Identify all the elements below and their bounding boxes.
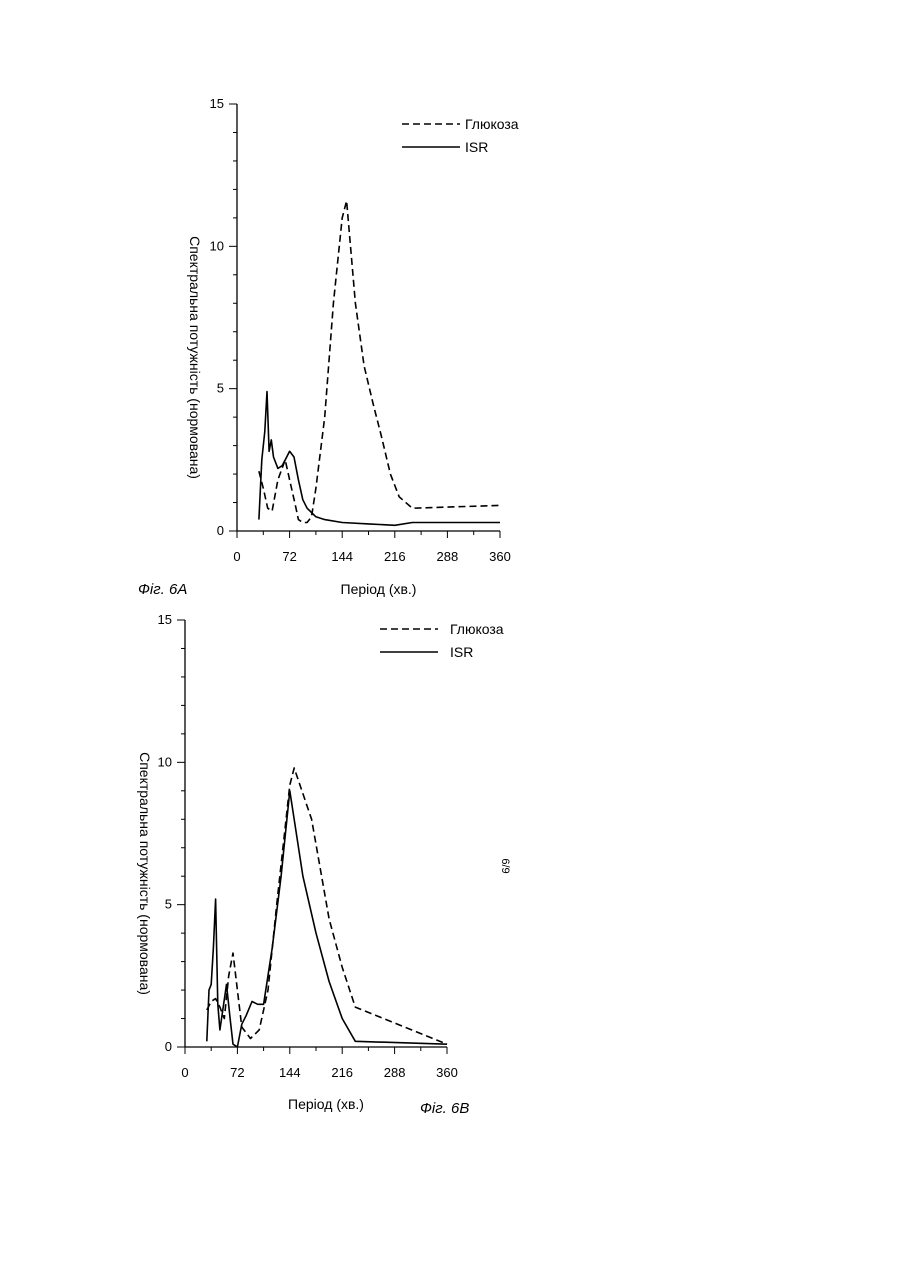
y-tick-label: 0 [217,523,224,538]
y-tick-label: 5 [217,381,224,396]
chart-fig-6a: 0 5 10 15 0 72 144 216 288 360 Період (хв.) Спектра… [138,96,519,598]
y-tick-label: 5 [165,897,172,912]
y-axis-title: Спектральна потужність (нормована) [137,752,153,995]
x-tick-label: 216 [384,549,406,564]
x-tick-label: 360 [489,549,511,564]
legend-label: ISR [450,644,473,660]
series-line-isr [259,392,500,526]
page-mark: 6/9 [499,858,511,873]
x-tick-label: 72 [230,1065,244,1080]
y-tick-label: 10 [158,754,172,769]
y-tick-label: 15 [158,612,172,627]
figure-caption: Фіг. 6В [420,1100,469,1117]
x-tick-label: 288 [437,549,459,564]
series-line-glucose [207,768,447,1044]
y-axis-title: Спектральна потужність (нормована) [187,236,203,479]
y-tick-label: 10 [210,238,224,253]
figure-caption: Фіг. 6А [138,581,187,598]
x-tick-label: 216 [331,1065,353,1080]
x-tick-label: 0 [233,549,240,564]
x-tick-label: 144 [279,1065,301,1080]
y-tick-label: 15 [210,96,224,111]
legend-label: Глюкоза [450,621,504,637]
x-tick-label: 288 [384,1065,406,1080]
chart-fig-6b: 0 5 10 15 0 72 144 216 288 360 Період (хв.) Спектра… [137,612,504,1117]
x-tick-label: 72 [282,549,296,564]
y-tick-label: 0 [165,1039,172,1054]
series-line-isr [207,791,447,1047]
x-tick-label: 360 [436,1065,458,1080]
x-axis-title: Період (хв.) [341,581,417,597]
series-line-glucose [259,201,500,523]
x-tick-label: 0 [181,1065,188,1080]
legend-label: Глюкоза [465,116,519,132]
x-axis-title: Період (хв.) [288,1096,364,1112]
legend-label: ISR [465,139,488,155]
x-tick-label: 144 [331,549,353,564]
